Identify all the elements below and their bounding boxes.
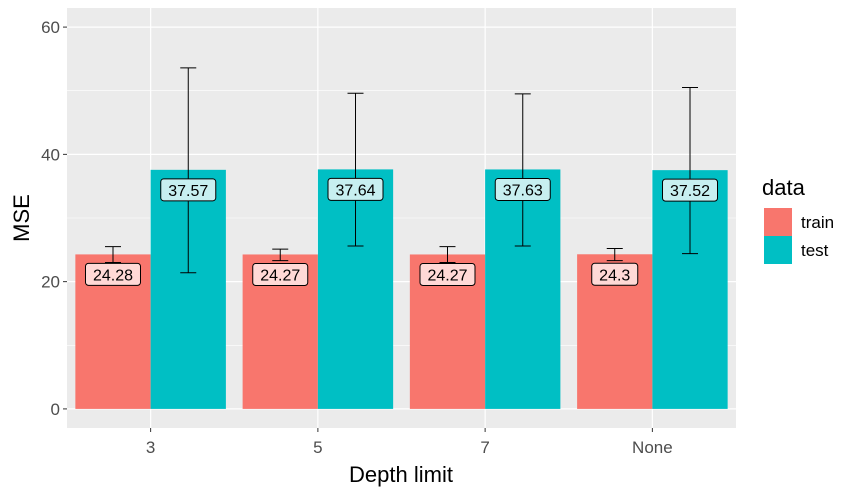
test-data-label: 37.52: [670, 183, 710, 200]
test-data-label: 37.63: [503, 182, 543, 199]
test-data-label: 37.64: [335, 182, 375, 199]
train-label-box: [84, 262, 141, 286]
data-labels: 24.28 37.57 24.27 37.64 24.27 37.63 24.3 37.52: [84, 177, 719, 286]
legend-key-test: [764, 236, 792, 264]
legend-title: data: [762, 175, 806, 200]
x-axis: 3 5 7 None: [146, 428, 673, 457]
y-axis-title: MSE: [9, 194, 34, 242]
train-data-label: 24.3: [599, 267, 630, 284]
y-tick-label: 0: [51, 400, 60, 419]
y-tick-label: 20: [41, 273, 60, 292]
train-data-label: 24.27: [260, 267, 300, 284]
train-label-box: [419, 262, 476, 286]
test-label-box: [160, 178, 217, 202]
test-label-box: [494, 177, 551, 201]
train-data-label: 24.28: [93, 267, 133, 284]
x-axis-title: Depth limit: [349, 462, 453, 487]
legend-label-test: test: [801, 241, 829, 260]
y-tick-label: 40: [41, 145, 60, 164]
x-tick-label: None: [632, 438, 673, 457]
legend-key-train: [764, 208, 792, 236]
test-data-label: 37.57: [168, 183, 208, 200]
error-bars: [104, 67, 699, 274]
legend-label-train: train: [801, 213, 834, 232]
y-tick-label: 60: [41, 18, 60, 37]
x-tick-label: 5: [313, 438, 322, 457]
train-label-box: [591, 262, 639, 286]
x-tick-label: 7: [480, 438, 489, 457]
test-label-box: [327, 177, 384, 201]
y-axis: 0 20 40 60: [41, 18, 67, 419]
x-tick-label: 3: [146, 438, 155, 457]
train-label-box: [252, 262, 309, 286]
legend: data train test: [762, 175, 834, 264]
test-label-box: [662, 178, 719, 202]
train-data-label: 24.27: [427, 267, 467, 284]
